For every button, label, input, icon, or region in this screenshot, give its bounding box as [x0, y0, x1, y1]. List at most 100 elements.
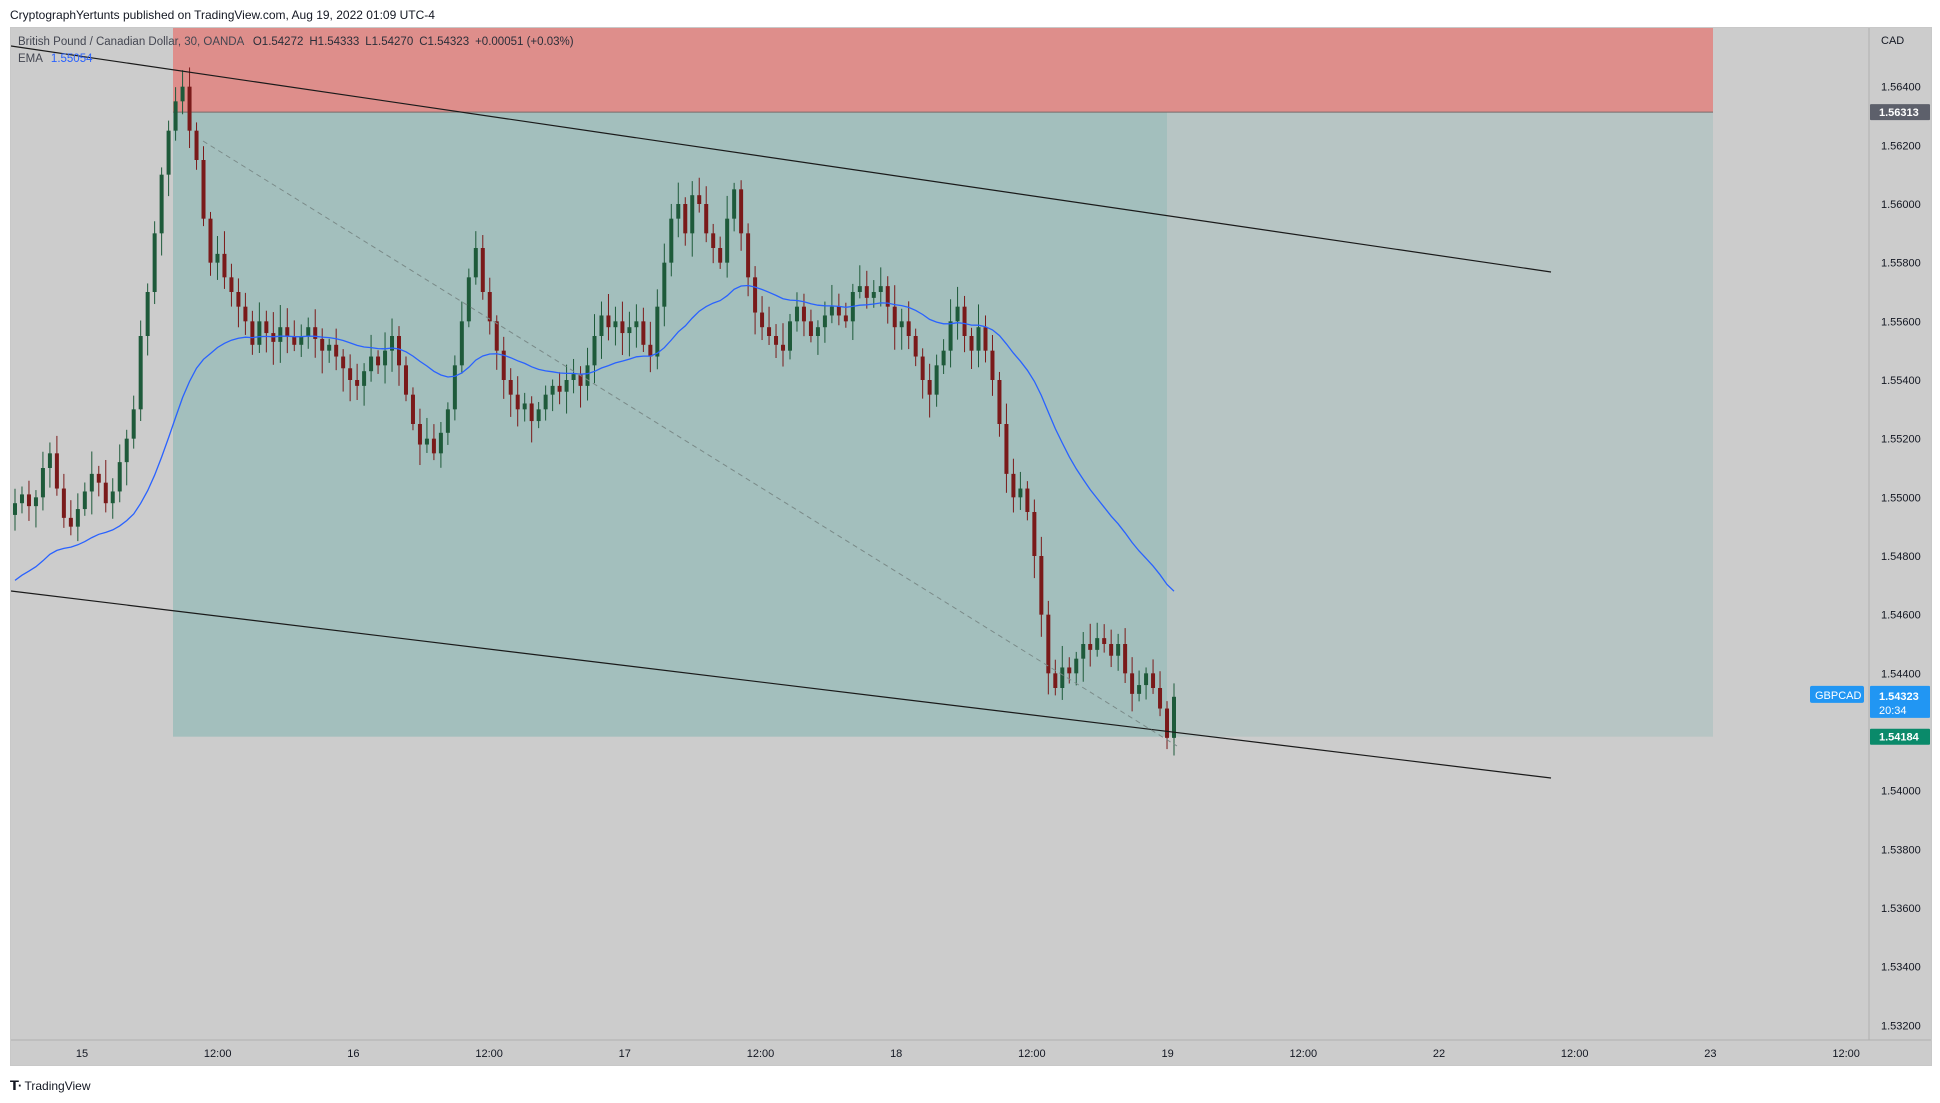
- candle-body: [648, 344, 653, 357]
- candle-body: [487, 292, 492, 322]
- tradingview-footer[interactable]: 𝗧∙ TradingView: [10, 1078, 91, 1094]
- candle-body: [704, 204, 709, 234]
- target-price-label-bg: [1870, 728, 1930, 745]
- chart-pane[interactable]: CAD 1.56400 1.56200 1.56000 1.55800 1.55600 1.…: [10, 27, 1932, 1066]
- candle-body: [229, 277, 234, 292]
- candle-body: [40, 468, 45, 498]
- candle-body: [501, 350, 506, 380]
- price-chart[interactable]: CAD 1.56400 1.56200 1.56000 1.55800 1.55600 1.…: [11, 28, 1932, 1066]
- candle-body: [236, 292, 241, 307]
- candle-body: [794, 306, 799, 322]
- candle-body: [697, 195, 702, 204]
- lower-channel-line: [11, 590, 1552, 779]
- candle-body: [1074, 658, 1079, 674]
- price-tick-label: 1.53800: [1881, 844, 1921, 856]
- candle-body: [1102, 638, 1107, 644]
- upper-channel-line: [11, 45, 1552, 273]
- candle-body: [801, 306, 806, 322]
- candle-body: [341, 356, 346, 369]
- candle-body: [739, 189, 744, 234]
- candle-body: [327, 344, 332, 351]
- candle-body: [1004, 424, 1009, 474]
- candle-body: [843, 315, 848, 322]
- time-tick-label: 16: [347, 1048, 359, 1060]
- candle-body: [61, 488, 66, 518]
- candle-body: [781, 344, 786, 351]
- candle-body: [864, 286, 869, 298]
- candle-body: [690, 195, 695, 234]
- candle-body: [1039, 556, 1044, 615]
- candle-body: [348, 368, 353, 380]
- candle-body: [641, 321, 646, 345]
- candle-body: [403, 365, 408, 395]
- candle-body: [1046, 614, 1051, 674]
- candle-body: [152, 233, 157, 292]
- candle-body: [878, 286, 883, 292]
- candle-body: [1095, 638, 1100, 650]
- candle-body: [473, 248, 478, 278]
- candle-body: [976, 327, 981, 351]
- candle-body: [822, 315, 827, 328]
- candle-body: [89, 473, 94, 492]
- time-tick-label: 15: [76, 1048, 88, 1060]
- candle-body: [208, 218, 213, 263]
- candle-body: [760, 312, 765, 328]
- candle-body: [515, 394, 520, 410]
- candle-body: [201, 160, 206, 219]
- price-tick-label: 1.54000: [1881, 786, 1921, 798]
- target-price-label: 1.54184: [1879, 732, 1920, 744]
- candle-body: [787, 321, 792, 351]
- candle-body: [33, 497, 38, 507]
- candle-body: [417, 424, 422, 445]
- candle-body: [718, 248, 723, 263]
- candle-body: [1067, 667, 1072, 674]
- last-price-label: 1.54323: [1879, 691, 1919, 703]
- candle-body: [173, 101, 178, 131]
- candle-body: [397, 336, 402, 366]
- candle-body: [613, 321, 618, 328]
- time-tick-label: 12:00: [1018, 1048, 1046, 1060]
- price-tick-label: 1.55600: [1881, 316, 1921, 328]
- symbol-tag: GBPCAD: [1815, 690, 1862, 702]
- candle-body: [376, 356, 381, 366]
- candle-body: [431, 438, 436, 454]
- candle-body: [578, 374, 583, 386]
- candle-body: [285, 327, 290, 336]
- candle-body: [934, 365, 939, 395]
- ema-legend[interactable]: EMA 1.55054: [18, 51, 580, 68]
- candle-body: [1032, 512, 1037, 556]
- price-tick-label: 1.56000: [1881, 199, 1921, 211]
- candle-body: [257, 321, 262, 345]
- candle-body: [1158, 688, 1163, 709]
- candle-body: [222, 253, 227, 278]
- candle-body: [564, 380, 569, 392]
- candle-body: [662, 262, 667, 307]
- candle-body: [927, 380, 932, 395]
- candle-body: [250, 321, 255, 345]
- price-tick-label: 1.54800: [1881, 551, 1921, 563]
- candle-body: [459, 321, 464, 366]
- time-tick-label: 18: [890, 1048, 902, 1060]
- candle-body: [1011, 473, 1016, 498]
- symbol-description[interactable]: British Pound / Canadian Dollar, 30, OAN…: [18, 36, 244, 48]
- candle-body: [1025, 488, 1030, 512]
- price-tick-label: 1.55000: [1881, 492, 1921, 504]
- candle-body: [543, 394, 548, 410]
- price-tick-label: 1.53600: [1881, 903, 1921, 915]
- candle-body: [899, 321, 904, 328]
- candle-body: [571, 374, 576, 380]
- candle-body: [159, 174, 164, 234]
- candle-body: [669, 218, 674, 263]
- candle-body: [271, 333, 276, 342]
- candle-body: [962, 306, 967, 336]
- stop-price-label: 1.56313: [1879, 107, 1919, 119]
- candle-body: [606, 315, 611, 328]
- price-tick-label: 1.53200: [1881, 1020, 1921, 1032]
- candle-body: [767, 327, 772, 336]
- time-tick-label: 23: [1704, 1048, 1716, 1060]
- candle-body: [180, 86, 185, 102]
- tradingview-logo-icon: 𝗧∙: [10, 1078, 22, 1093]
- candle-body: [508, 380, 513, 395]
- position-path-dashed: [202, 140, 1178, 747]
- candle-body: [306, 327, 311, 336]
